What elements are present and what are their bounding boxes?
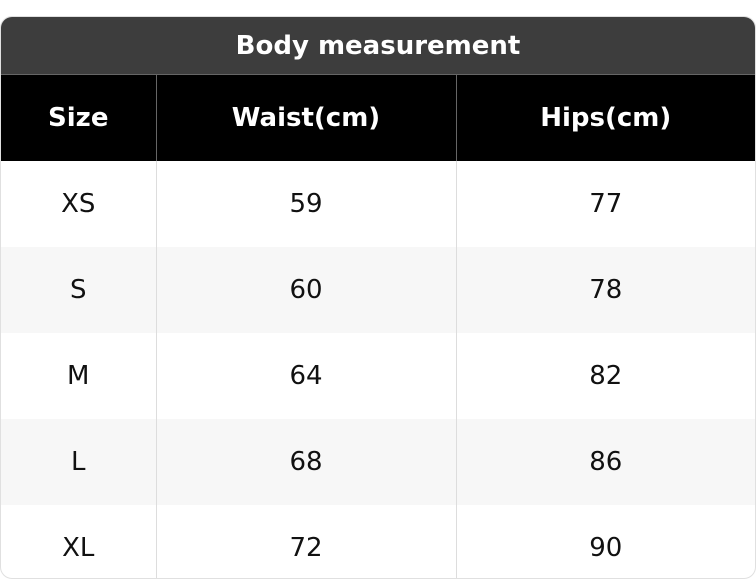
cell-hips: 86 — [455, 419, 755, 505]
table-row: L 68 86 — [1, 419, 755, 505]
cell-size: L — [1, 419, 156, 505]
header-waist: Waist(cm) — [155, 74, 456, 161]
cell-waist: 68 — [155, 419, 456, 505]
cell-hips: 78 — [455, 247, 755, 333]
cell-hips: 82 — [455, 333, 755, 419]
cell-size: XL — [62, 533, 95, 563]
table-row: XL 72 90 — [1, 505, 755, 578]
cell-waist: 60 — [155, 247, 456, 333]
cell-waist: 59 — [155, 161, 456, 247]
header-row: Size Waist(cm) Hips(cm) — [1, 74, 755, 161]
table-row: XS 59 77 — [1, 161, 755, 247]
cell-waist: 72 — [155, 505, 456, 578]
table-title: Body measurement — [1, 17, 755, 74]
header-hips: Hips(cm) — [455, 74, 755, 161]
size-chart: Body measurement Size Waist(cm) Hips(cm)… — [0, 16, 756, 579]
cell-hips: 90 — [455, 505, 755, 578]
measurement-table: Size Waist(cm) Hips(cm) XS 59 77 S 60 78 M 64 82… — [1, 74, 755, 578]
cell-hips: 77 — [455, 161, 755, 247]
cell-size: XS — [61, 189, 96, 219]
cell-size: M — [67, 361, 90, 391]
table-row: S 60 78 — [1, 247, 755, 333]
cell-size: S — [1, 247, 156, 333]
table-row: M 64 82 — [1, 333, 755, 419]
header-size: Size — [1, 74, 156, 161]
cell-waist: 64 — [155, 333, 456, 419]
